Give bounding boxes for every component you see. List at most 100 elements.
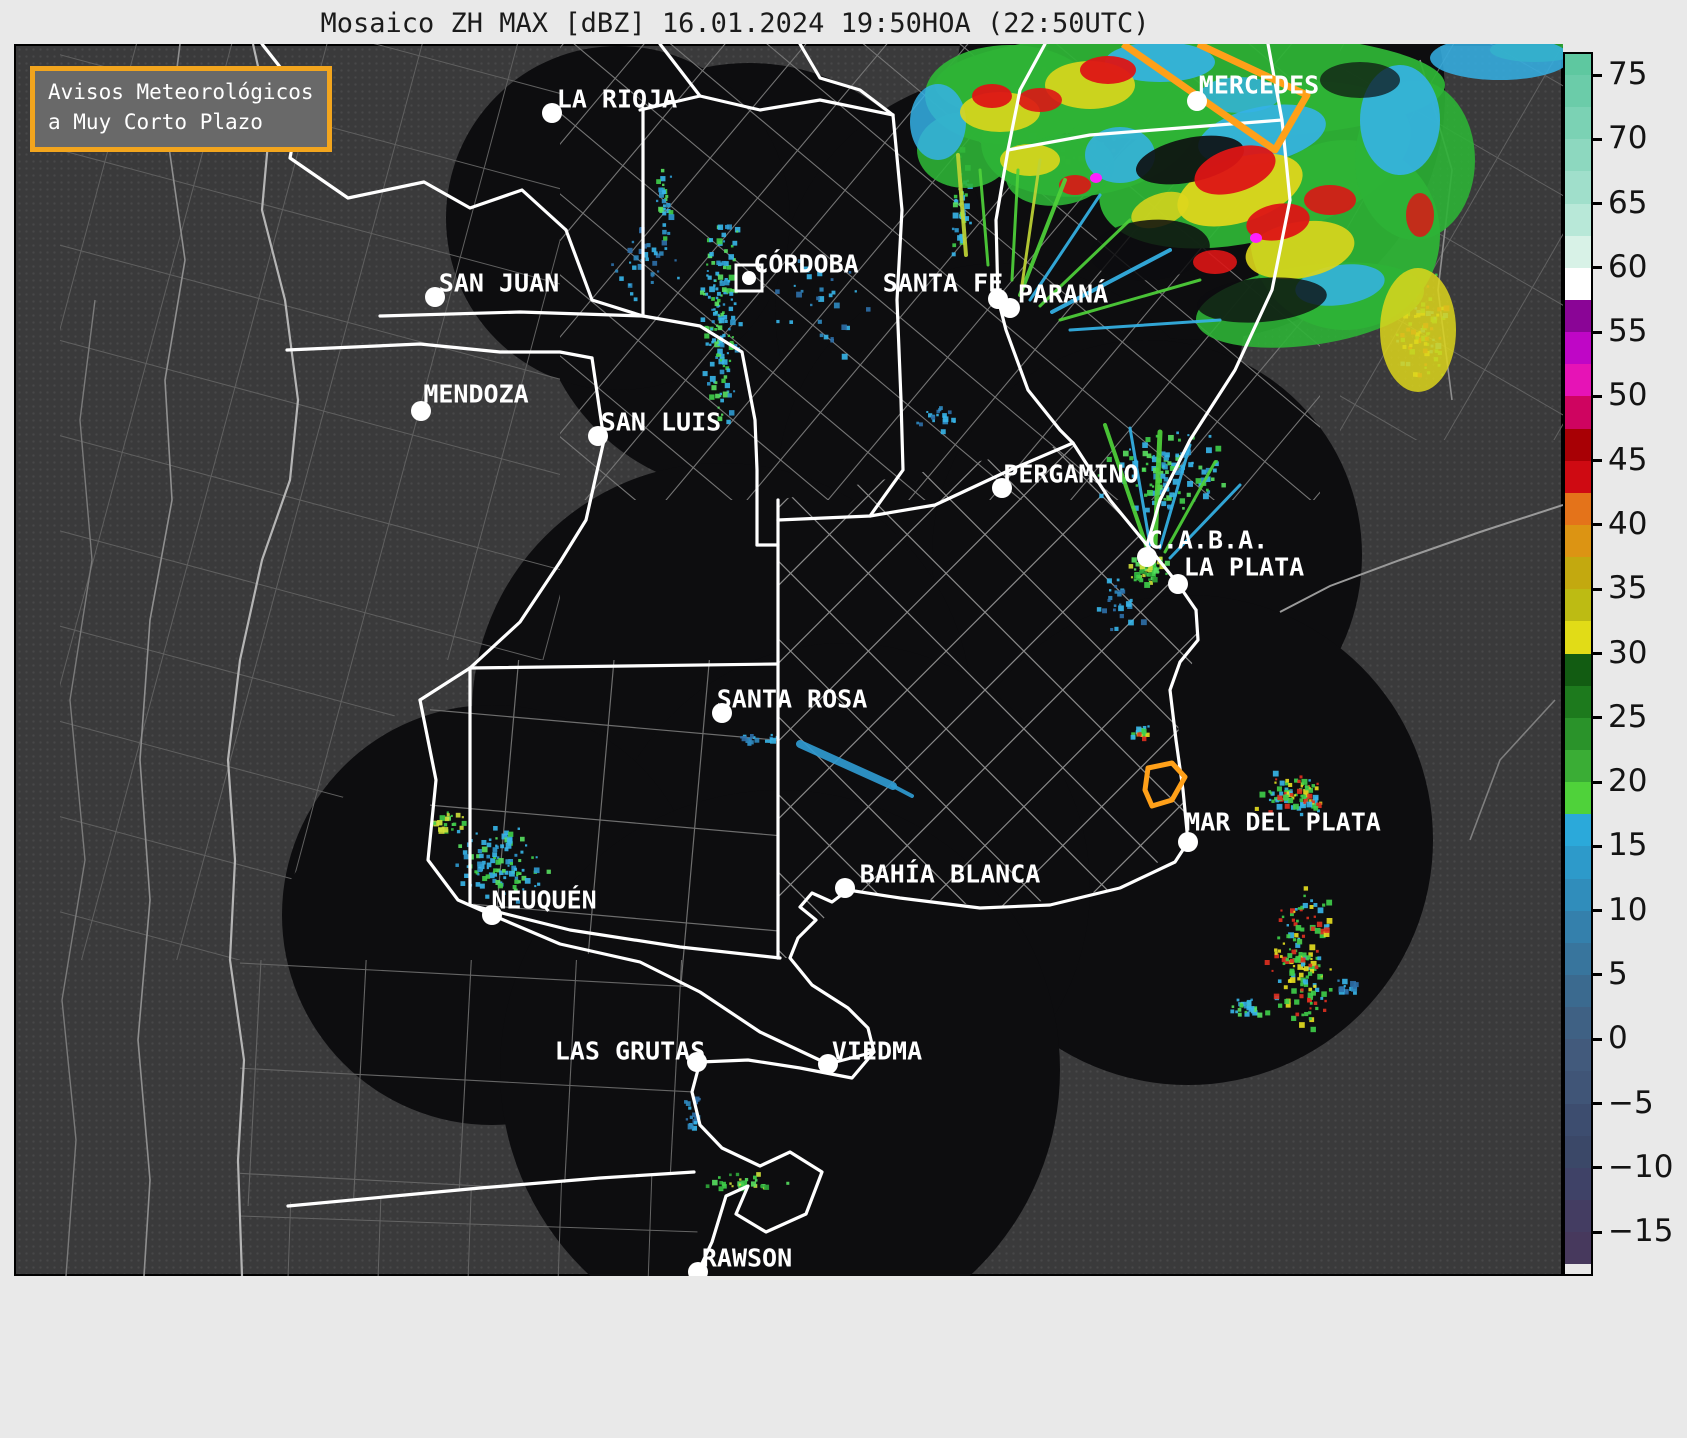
echo-speckle-cloud bbox=[1130, 725, 1150, 742]
echo-pixel bbox=[1102, 608, 1108, 614]
echo-pixel bbox=[1160, 473, 1166, 479]
echo-pixel bbox=[504, 847, 509, 852]
echo-pixel bbox=[459, 825, 464, 830]
border-line-white bbox=[468, 560, 562, 670]
colorbar-tick-mark bbox=[1593, 459, 1602, 463]
echo-pixel bbox=[488, 872, 495, 879]
echo-pixel bbox=[796, 291, 802, 298]
echo-pixel bbox=[1300, 962, 1306, 967]
echo-pixel bbox=[655, 199, 659, 203]
echo-pixel bbox=[1152, 577, 1158, 583]
echo-pixel bbox=[726, 288, 732, 294]
echo-pixel bbox=[1310, 926, 1316, 931]
echo-pixel bbox=[1306, 801, 1313, 808]
echo-pixel bbox=[1246, 1006, 1251, 1011]
echo-pixel bbox=[1326, 899, 1333, 906]
city-markers-layer: LA RIOJA SAN JUAN CÓRDOBA SANTA FE PARANÁ MER… bbox=[411, 71, 1381, 1276]
colorbar-tick-mark bbox=[1593, 73, 1602, 77]
echo-pixel bbox=[1284, 803, 1290, 809]
echo-pixel bbox=[951, 252, 956, 257]
echo-pixel bbox=[1270, 791, 1275, 796]
colorbar-tick-label: 65 bbox=[1608, 184, 1648, 221]
echo-pixel bbox=[517, 827, 521, 830]
echo-pixel bbox=[482, 876, 488, 882]
echo-pixel bbox=[629, 292, 634, 296]
echo-pixel bbox=[714, 327, 718, 331]
echo-pixel bbox=[719, 369, 725, 375]
echo-speckle-cloud bbox=[1264, 886, 1333, 1033]
echo-pixel bbox=[823, 334, 829, 340]
echo-pixel bbox=[438, 827, 445, 834]
echo-pixel bbox=[709, 394, 715, 400]
echo-pixel bbox=[721, 413, 724, 416]
echo-pixel bbox=[513, 888, 518, 893]
echo-blob bbox=[1194, 145, 1276, 195]
echo-pixel bbox=[700, 287, 706, 293]
city-label: PARANÁ bbox=[1018, 280, 1108, 309]
echo-pixel bbox=[916, 421, 919, 425]
echo-pixel bbox=[1167, 461, 1172, 466]
echo-pixel bbox=[1130, 576, 1134, 579]
echo-pixel bbox=[1254, 806, 1259, 811]
echo-pixel bbox=[1308, 786, 1311, 790]
echo-pixel bbox=[503, 876, 507, 880]
echo-pixel bbox=[712, 311, 717, 316]
echo-pixel bbox=[499, 870, 504, 875]
echo-pixel bbox=[1146, 572, 1150, 577]
echo-pixel bbox=[1152, 455, 1155, 458]
echo-pixel bbox=[1117, 590, 1122, 594]
echo-pixel bbox=[492, 847, 498, 852]
city-label: MAR DEL PLATA bbox=[1185, 808, 1381, 837]
echo-pixel bbox=[1274, 951, 1278, 955]
city-label: PERGAMINO bbox=[1003, 460, 1138, 489]
echo-pixel bbox=[819, 287, 824, 292]
echo-pixel bbox=[1279, 780, 1285, 786]
department-line bbox=[142, 44, 560, 960]
echo-pixel bbox=[512, 885, 517, 889]
echo-pixel bbox=[1264, 960, 1270, 966]
echo-pixel bbox=[739, 1178, 742, 1181]
echo-pixel bbox=[940, 429, 946, 435]
echo-pixel bbox=[952, 202, 958, 208]
echo-pixel bbox=[516, 874, 519, 877]
city-label: LA PLATA bbox=[1184, 553, 1304, 582]
border-line-white bbox=[564, 228, 645, 318]
echo-pixel bbox=[477, 861, 483, 867]
echo-pixel bbox=[1136, 574, 1142, 580]
echo-pixel bbox=[716, 298, 721, 303]
echo-pixel bbox=[1140, 619, 1147, 626]
echo-pixel bbox=[1315, 1006, 1319, 1011]
echo-pixel bbox=[464, 873, 469, 878]
echo-pixel bbox=[492, 871, 496, 874]
echo-ray bbox=[1028, 193, 1102, 302]
echo-pixel bbox=[615, 269, 619, 273]
colorbar-tick-mark bbox=[1593, 716, 1602, 720]
echo-pixel bbox=[535, 856, 538, 859]
echo-ray bbox=[1068, 318, 1222, 332]
echo-pixel bbox=[1299, 812, 1304, 817]
echo-pixel bbox=[1305, 975, 1309, 979]
echo-pixel bbox=[1303, 789, 1309, 795]
city-mar-del-plata: MAR DEL PLATA bbox=[1178, 808, 1381, 852]
echo-pixel bbox=[1273, 993, 1280, 1000]
echo-pixel bbox=[692, 1112, 697, 1118]
echo-pixel bbox=[1135, 729, 1139, 733]
echo-pixel bbox=[1292, 938, 1297, 942]
echo-ray bbox=[1038, 218, 1132, 308]
echo-pixel bbox=[658, 206, 664, 212]
echo-pixel bbox=[1300, 982, 1304, 987]
echo-pixel bbox=[1283, 794, 1289, 801]
echo-pixel bbox=[1295, 942, 1301, 948]
colorbar-segment bbox=[1563, 171, 1593, 204]
colorbar-tick-label: −15 bbox=[1608, 1213, 1674, 1250]
echo-pixel bbox=[717, 406, 720, 409]
mesh-group bbox=[240, 960, 694, 1206]
department-line bbox=[452, 1172, 488, 1276]
echo-pixel bbox=[481, 846, 488, 853]
echo-pixel bbox=[1313, 1001, 1318, 1005]
echo-pixel bbox=[1307, 971, 1313, 976]
echo-pixel bbox=[488, 838, 492, 842]
echo-pixel bbox=[1119, 603, 1122, 606]
border-line-white bbox=[418, 666, 472, 702]
echo-pixel bbox=[1257, 1012, 1263, 1018]
